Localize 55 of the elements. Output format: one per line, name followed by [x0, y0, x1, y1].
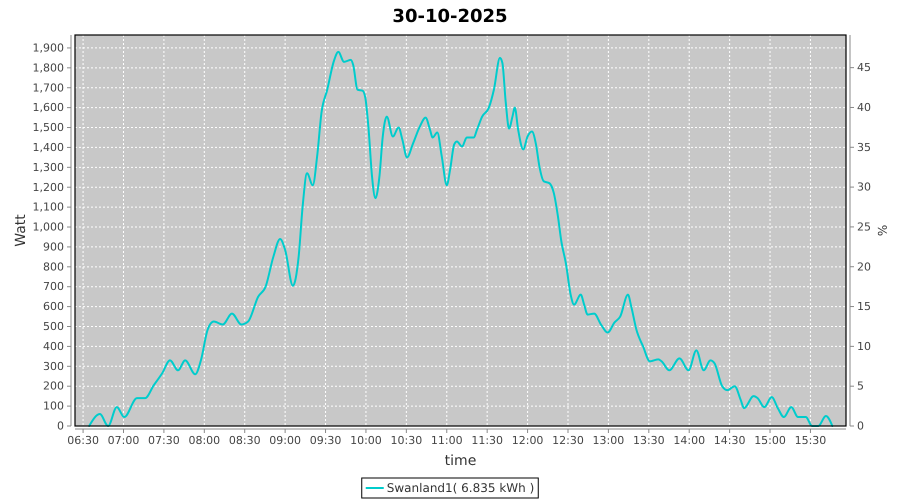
- y-tick-label: 1,000: [32, 220, 64, 234]
- y-tick-label: 1,500: [32, 121, 64, 134]
- x-tick-label: 06:30: [67, 434, 99, 447]
- y2-tick-label: 20: [857, 260, 871, 274]
- y2-tick-label: 25: [857, 220, 871, 234]
- y2-tick-label: 40: [857, 100, 871, 114]
- y-tick-label: 100: [43, 400, 64, 413]
- x-tick-label: 11:00: [430, 434, 463, 447]
- x-tick-label: 09:00: [269, 434, 301, 447]
- y-tick-label: 1,700: [32, 81, 64, 94]
- y2-tick-label: 10: [857, 340, 871, 353]
- y2-tick-label: 0: [857, 420, 864, 433]
- x-tick-label: 10:00: [350, 434, 382, 447]
- y-tick-label: 500: [43, 320, 64, 334]
- y-tick-label: 300: [43, 360, 64, 373]
- y-tick-label: 400: [43, 340, 64, 353]
- x-tick-label: 09:30: [310, 434, 342, 447]
- y2-tick-label: 45: [857, 61, 871, 74]
- x-tick-label: 13:30: [632, 434, 665, 447]
- y2-tick-label: 30: [857, 180, 871, 194]
- x-tick-label: 07:00: [108, 434, 140, 447]
- y-tick-label: 1,400: [32, 140, 64, 154]
- y-tick-label: 1,600: [32, 101, 64, 114]
- x-tick-label: 08:30: [228, 434, 261, 447]
- x-tick-label: 15:30: [794, 434, 826, 447]
- y-tick-label: 1,300: [32, 160, 64, 174]
- x-tick-label: 12:30: [552, 434, 584, 447]
- x-tick-label: 12:00: [512, 434, 544, 447]
- y-tick-label: 1,900: [32, 41, 64, 54]
- x-tick-label: 07:30: [148, 434, 180, 447]
- y-tick-label: 800: [43, 260, 64, 274]
- y-axis-title: Watt: [13, 214, 29, 247]
- x-tick-label: 08:00: [188, 434, 220, 447]
- x-tick-label: 14:30: [714, 434, 746, 447]
- x-axis-title: time: [444, 453, 476, 469]
- y2-tick-label: 5: [857, 380, 864, 393]
- y-tick-label: 0: [57, 420, 64, 433]
- line-series: [88, 50, 834, 427]
- y-tick-label: 700: [43, 280, 64, 294]
- chart-title: 30-10-2025: [392, 6, 508, 27]
- x-tick-label: 13:00: [592, 434, 624, 447]
- legend-label: Swanland1( 6.835 kWh ): [386, 481, 534, 495]
- y-tick-label: 200: [43, 380, 64, 393]
- y-tick-label: 1,200: [32, 180, 64, 194]
- x-tick-label: 15:00: [754, 434, 786, 447]
- x-tick-label: 10:30: [390, 434, 422, 447]
- y2-tick-label: 15: [857, 300, 871, 314]
- x-tick-label: 11:30: [471, 434, 504, 447]
- y-tick-label: 1,800: [32, 61, 64, 74]
- y2-axis-title: %: [875, 224, 889, 236]
- y-tick-label: 900: [43, 240, 64, 254]
- y-tick-label: 600: [43, 300, 64, 314]
- x-tick-label: 14:00: [673, 434, 706, 447]
- y-tick-label: 1,100: [32, 200, 64, 214]
- y2-tick-label: 35: [857, 140, 871, 154]
